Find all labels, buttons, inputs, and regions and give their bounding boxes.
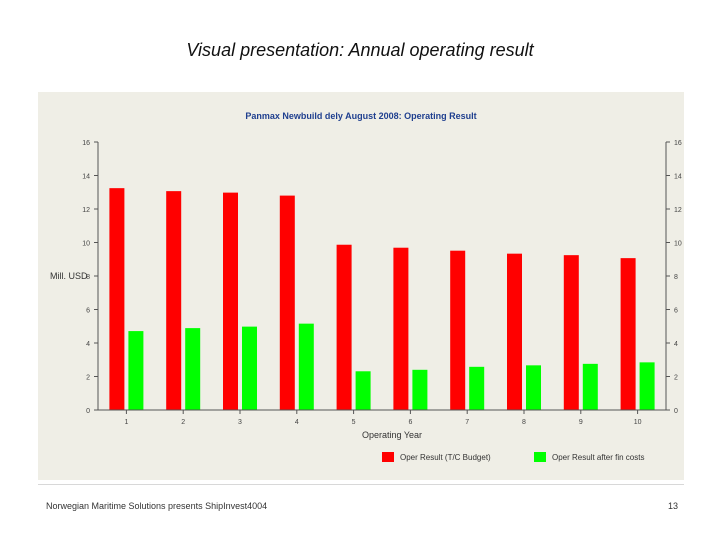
slide-title: Visual presentation: Annual operating re… [186, 40, 534, 60]
y-tick-label-left: 16 [82, 140, 90, 147]
y-tick-label-right: 4 [674, 341, 678, 348]
y-tick-label-right: 0 [674, 408, 678, 415]
bar-oper-result-after-fin-costs [355, 371, 371, 410]
y-tick-label-right: 10 [674, 241, 682, 248]
y-tick-label-right: 2 [674, 375, 678, 382]
y-tick-label-left: 4 [86, 341, 90, 348]
legend-swatch-oper-result-after-fin-costs [534, 452, 546, 462]
x-tick-label: 2 [181, 419, 185, 426]
y-tick-label-right: 6 [674, 308, 678, 315]
x-tick-label: 8 [522, 419, 526, 426]
y-tick-label-right: 16 [674, 140, 682, 147]
x-tick-label: 7 [465, 419, 469, 426]
chart-background [38, 92, 684, 480]
bar-oper-result-tc-budget [563, 255, 579, 410]
bar-oper-result-tc-budget [393, 247, 409, 410]
bar-oper-result-after-fin-costs [526, 365, 541, 410]
bar-oper-result-after-fin-costs [639, 362, 655, 410]
bar-oper-result-tc-budget [223, 192, 238, 410]
bar-oper-result-tc-budget [336, 244, 352, 410]
bar-oper-result-after-fin-costs [185, 328, 201, 410]
chart-title: Panmax Newbuild dely August 2008: Operat… [245, 111, 476, 121]
y-tick-label-left: 8 [86, 274, 90, 281]
footer-text: Norwegian Maritime Solutions presents Sh… [46, 501, 268, 511]
y-tick-label-left: 6 [86, 308, 90, 315]
bar-oper-result-after-fin-costs [298, 323, 314, 410]
bar-oper-result-after-fin-costs [469, 366, 485, 410]
chart-panel: Panmax Newbuild dely August 2008: Operat… [38, 92, 684, 480]
x-tick-label: 3 [238, 419, 242, 426]
bar-oper-result-after-fin-costs [582, 363, 598, 410]
x-tick-label: 6 [408, 419, 412, 426]
y-tick-label-left: 12 [82, 207, 90, 214]
bar-oper-result-tc-budget [620, 258, 636, 410]
y-tick-label-left: 14 [82, 174, 90, 181]
bar-oper-result-tc-budget [279, 195, 295, 410]
y-tick-label-left: 10 [82, 241, 90, 248]
page-number: 13 [667, 501, 678, 511]
legend-label-oper-result-after-fin-costs: Oper Result after fin costs [552, 453, 644, 462]
operating-result-chart: Panmax Newbuild dely August 2008: Operat… [38, 92, 684, 480]
y-tick-label-right: 14 [674, 174, 682, 181]
legend-label-oper-result-tc-budget: Oper Result (T/C Budget) [400, 453, 491, 462]
y-tick-label-left: 2 [86, 375, 90, 382]
bar-oper-result-after-fin-costs [242, 326, 257, 410]
y-axis-label: Mill. USD [50, 271, 88, 281]
x-axis-label: Operating Year [362, 430, 422, 440]
bar-oper-result-after-fin-costs [412, 369, 428, 410]
x-tick-label: 5 [352, 419, 356, 426]
x-tick-label: 1 [124, 419, 128, 426]
y-tick-label-right: 12 [674, 207, 682, 214]
y-tick-label-left: 0 [86, 408, 90, 415]
footer-rule [38, 484, 684, 485]
bar-oper-result-tc-budget [507, 253, 522, 410]
x-tick-label: 9 [579, 419, 583, 426]
x-tick-label: 4 [295, 419, 299, 426]
bar-oper-result-tc-budget [450, 250, 466, 410]
legend-swatch-oper-result-tc-budget [382, 452, 394, 462]
bar-oper-result-after-fin-costs [128, 331, 144, 410]
y-tick-label-right: 8 [674, 274, 678, 281]
x-tick-label: 10 [634, 419, 642, 426]
bar-oper-result-tc-budget [166, 191, 182, 410]
bar-oper-result-tc-budget [109, 188, 125, 410]
